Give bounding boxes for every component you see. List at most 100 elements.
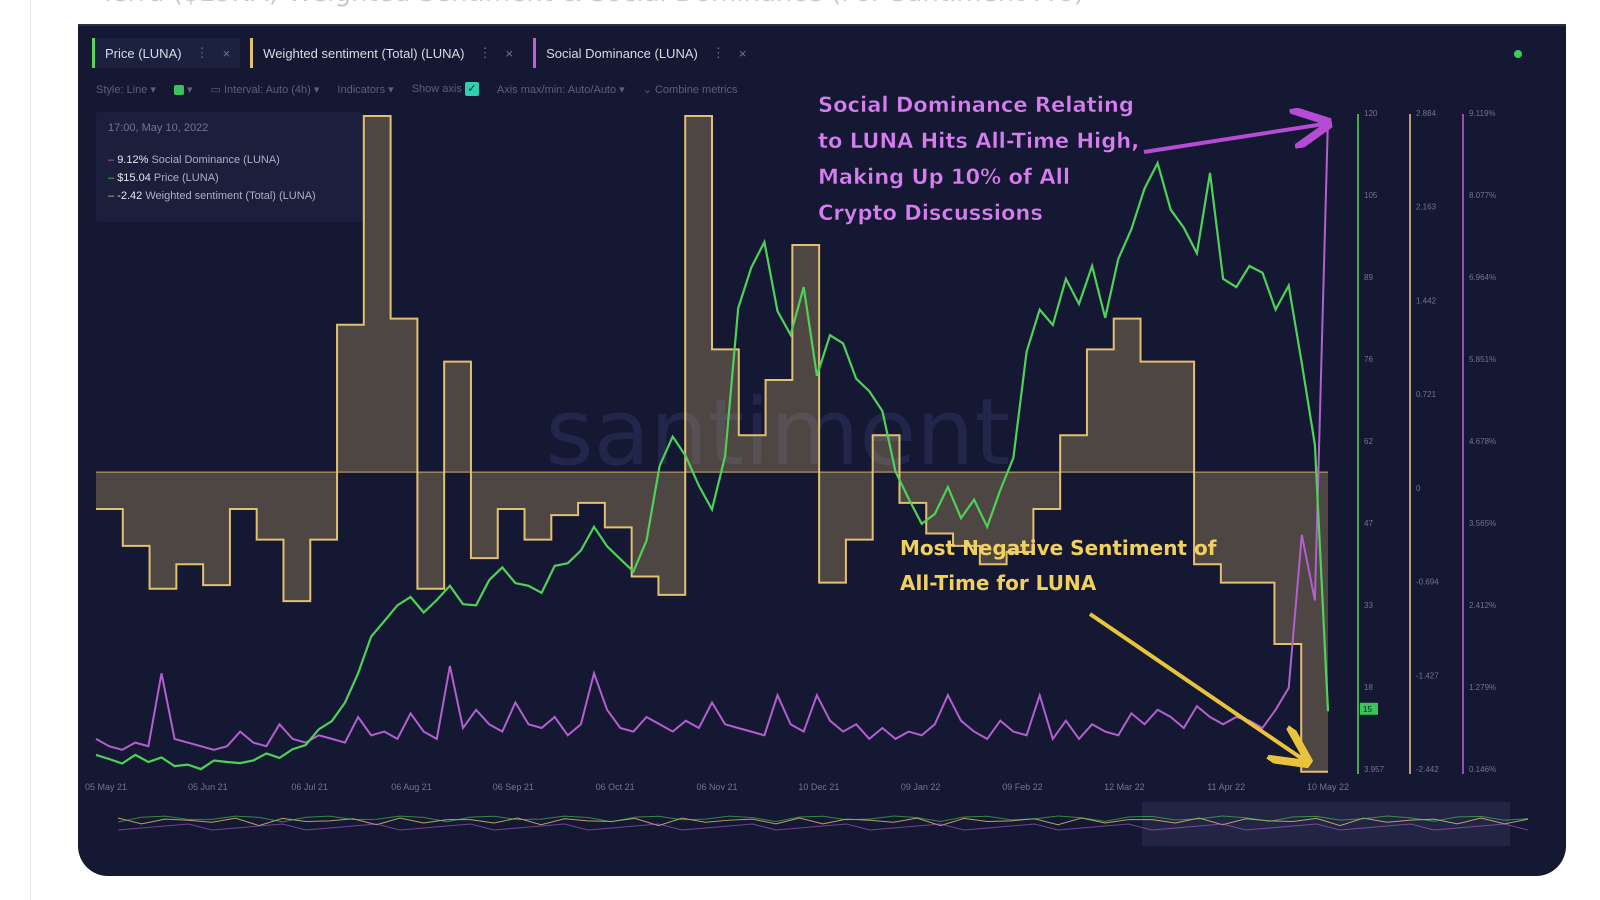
y-tick-label: 3.565% [1469, 519, 1496, 528]
y-tick-label: 2.412% [1469, 601, 1496, 610]
tooltip-value: -2.42 [117, 190, 143, 202]
indicators-select[interactable]: Indicators ▾ [337, 83, 394, 96]
chart-card: Price (LUNA) ⋮ × Weighted sentiment (Tot… [78, 24, 1566, 876]
y-tick-label: 18 [1364, 683, 1373, 692]
tab-price[interactable]: Price (LUNA) ⋮ × [92, 38, 241, 68]
tab-social-close-icon[interactable]: × [738, 45, 747, 61]
y-tick-label: 0.721 [1416, 390, 1437, 399]
tooltip-value: 9.12% [117, 154, 149, 166]
tooltip-row-social: – 9.12% Social Dominance (LUNA) [108, 154, 280, 166]
tab-sentiment[interactable]: Weighted sentiment (Total) (LUNA) ⋮ × [250, 38, 523, 68]
tab-sentiment-menu-icon[interactable]: ⋮ [478, 45, 492, 60]
indicators-label: Indicators [337, 83, 386, 96]
tooltip-legend: 17:00, May 10, 2022 – 9.12% Social Domin… [96, 112, 364, 222]
tooltip-label: Social Dominance (LUNA) [151, 154, 280, 166]
y-tick-label: -1.427 [1416, 671, 1439, 680]
tab-price-menu-icon[interactable]: ⋮ [195, 45, 209, 60]
x-tick-label: 09 Feb 22 [1002, 782, 1043, 792]
price-marker-label: 15 [1363, 705, 1372, 714]
tab-sentiment-close-icon[interactable]: × [505, 45, 514, 61]
y-tick-label: 1.442 [1416, 296, 1437, 305]
status-dot-icon [1514, 50, 1522, 58]
social-dominance-series [95, 117, 1329, 751]
navigator[interactable] [117, 802, 1529, 846]
navigator-window [1142, 802, 1510, 846]
metric-tabs: Price (LUNA) ⋮ × Weighted sentiment (Tot… [92, 38, 756, 70]
sentiment-series [96, 115, 1328, 773]
tab-price-close-icon[interactable]: × [222, 45, 231, 61]
tooltip-value: $15.04 [117, 172, 151, 184]
y-tick-label: -0.694 [1416, 578, 1439, 587]
y-tick-label: 4.678% [1469, 437, 1496, 446]
style-label: Style: Line [96, 83, 148, 96]
x-tick-label: 05 May 21 [85, 782, 127, 792]
tooltip-label: Weighted sentiment (Total) (LUNA) [145, 190, 316, 202]
checkbox-checked-icon: ✓ [464, 82, 479, 96]
arrow-sentiment-icon [1088, 612, 1304, 760]
calendar-icon: ▭ [210, 83, 221, 96]
annotation-sentiment-line: All-Time for LUNA [900, 571, 1097, 595]
style-select[interactable]: Style: Line ▾ [96, 83, 156, 96]
annotation-social-line: Crypto Discussions [818, 201, 1043, 225]
x-tick-label: 11 Apr 22 [1207, 782, 1245, 792]
y-axes: 120 105 89 76 62 47 33 18 3.957 2.884 2.163 1.442 0.… [1357, 109, 1496, 774]
annotations: Social Dominance Relating to LUNA Hits Al… [818, 93, 1324, 760]
annotation-social-line: Making Up 10% of All [818, 165, 1070, 189]
navigator-price [117, 815, 1529, 823]
chart-toolbar: Style: Line ▾ ▾ ▭ Interval: Auto (4h) ▾ … [96, 82, 738, 96]
annotation-social-line: Social Dominance Relating [818, 93, 1134, 117]
x-tick-label: 10 Dec 21 [798, 782, 839, 792]
interval-select[interactable]: ▭ Interval: Auto (4h) ▾ [210, 83, 320, 96]
tooltip-row-sentiment: – -2.42 Weighted sentiment (Total) (LUNA… [108, 190, 316, 202]
navigator-social [117, 823, 1529, 831]
tab-social-menu-icon[interactable]: ⋮ [711, 45, 725, 60]
tab-price-label: Price (LUNA) [105, 45, 182, 61]
combine-metrics-button[interactable]: ⌄ Combine metrics [642, 83, 738, 96]
sentiment-line [96, 115, 1328, 773]
y-tick-label: -2.442 [1416, 765, 1439, 774]
axis-maxmin-select[interactable]: Axis max/min: Auto/Auto ▾ [496, 83, 625, 96]
annotation-sentiment-line: Most Negative Sentiment of [900, 536, 1217, 560]
sentiment-area [96, 116, 1328, 772]
tab-social-dominance[interactable]: Social Dominance (LUNA) ⋮ × [533, 38, 756, 68]
x-tick-label: 06 Jul 21 [291, 782, 328, 792]
tab-sentiment-label: Weighted sentiment (Total) (LUNA) [263, 45, 465, 61]
annotation-social-line: to LUNA Hits All-Time High, [818, 129, 1139, 153]
page-edge [30, 0, 31, 900]
legend-dash-icon: – [108, 172, 115, 184]
arrow-social-icon [1143, 124, 1324, 154]
price-line [95, 160, 1330, 771]
social-dominance-line [95, 117, 1329, 751]
price-series [95, 160, 1330, 771]
chart-plot[interactable]: santiment 05 May 21 05 Jun 21 06 Jul 21 06 … [78, 24, 1566, 876]
y-tick-label: 2.163 [1416, 203, 1437, 212]
price-marker-badge [1360, 702, 1378, 715]
axis-maxmin-label: Axis max/min: Auto/Auto [496, 83, 617, 96]
legend-dash-icon: – [108, 190, 115, 202]
watermark: santiment [546, 379, 1011, 486]
y-tick-label: 47 [1364, 519, 1373, 528]
y-tick-label: 1.279% [1469, 683, 1496, 692]
y-tick-label: 89 [1364, 273, 1373, 282]
x-tick-label: 06 Nov 21 [696, 782, 737, 792]
x-tick-label: 06 Sep 21 [493, 782, 534, 792]
x-tick-label: 09 Jan 22 [901, 782, 941, 792]
y-tick-label: 3.957 [1364, 765, 1385, 774]
navigator-sentiment [117, 817, 1529, 827]
y-tick-label: 120 [1364, 109, 1378, 118]
show-axis-toggle[interactable]: Show axis ✓ [412, 82, 479, 96]
x-tick-label: 05 Jun 21 [188, 782, 228, 792]
x-axis: 05 May 21 05 Jun 21 06 Jul 21 06 Aug 21 06 S… [85, 782, 1349, 792]
y-tick-label: 5.851% [1469, 355, 1496, 364]
chart-title: Terra ($LUNA) Weighted Sentiment & Socia… [100, 0, 1084, 8]
x-tick-label: 12 Mar 22 [1104, 782, 1145, 792]
combine-label: Combine metrics [654, 83, 738, 96]
x-tick-label: 06 Aug 21 [391, 782, 432, 792]
color-select[interactable]: ▾ [173, 83, 193, 96]
y-tick-label: 2.884 [1416, 109, 1437, 118]
y-tick-label: 62 [1364, 437, 1373, 446]
tooltip-date: 17:00, May 10, 2022 [108, 122, 209, 134]
y-tick-label: 0.146% [1469, 765, 1496, 774]
y-tick-label: 105 [1364, 191, 1378, 200]
tooltip-label: Price (LUNA) [153, 172, 219, 184]
